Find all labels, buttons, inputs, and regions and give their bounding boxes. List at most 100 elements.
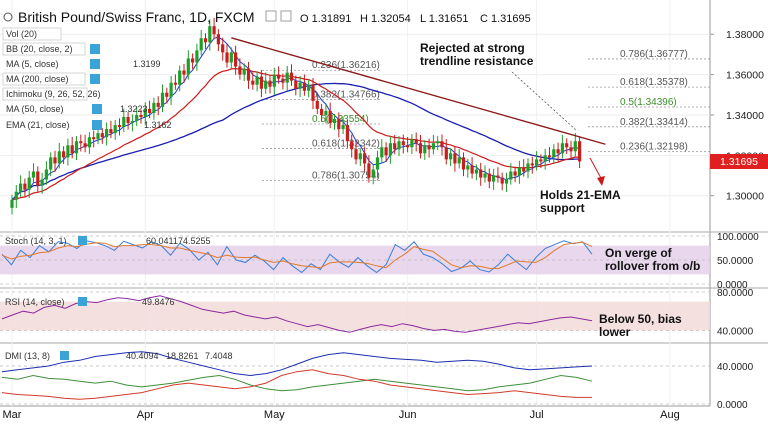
legend-visible-icon[interactable]: [92, 120, 102, 130]
price-tick-label: 1.36000: [726, 70, 764, 82]
candle-body: [375, 157, 380, 170]
candle-body: [238, 66, 242, 75]
collapse-icon[interactable]: [3, 12, 13, 22]
oscillator-lines: [1, 240, 593, 400]
annotation-rsi: Below 50, bias lower: [599, 312, 682, 339]
candle-body: [268, 80, 272, 87]
candle-body: [427, 145, 431, 150]
candle-body: [178, 70, 182, 85]
annotation-line: Holds 21-EMA: [540, 188, 621, 202]
candle-body: [40, 179, 44, 186]
candle-body: [457, 157, 461, 164]
candle-body: [212, 26, 216, 35]
candle-body: [109, 129, 113, 134]
candles: [10, 17, 582, 215]
hide-icon[interactable]: [280, 10, 292, 22]
candle-body: [479, 169, 483, 178]
legend-ema21-label: EMA (21, close): [6, 120, 70, 130]
candle-body: [36, 171, 40, 186]
down-arrow-icon: [589, 157, 603, 181]
stoch-title: Stoch (14, 3, 1): [5, 236, 67, 246]
candle-body: [74, 141, 79, 154]
annotation-line: trendline resistance: [420, 54, 534, 68]
candle-body: [203, 38, 208, 43]
legend-ma200[interactable]: MA (200, close): [2, 72, 100, 86]
candle-body: [251, 80, 255, 85]
candle-body: [31, 171, 36, 178]
oscillator-line-di: [1, 369, 592, 400]
time-tick-label: Apr: [137, 409, 154, 421]
candle-body: [255, 76, 259, 85]
legend-visible-icon[interactable]: [78, 236, 87, 245]
legend-visible-icon[interactable]: [78, 297, 87, 306]
candle-body: [500, 177, 504, 184]
candle-body: [569, 147, 573, 152]
candle-body: [135, 114, 139, 122]
fib-level-label: 0.382(1.34766): [312, 90, 380, 101]
dmi-adx-value: 40.4094: [126, 351, 159, 361]
legend-visible-icon[interactable]: [60, 351, 69, 360]
candle-body: [242, 68, 246, 75]
settings-icon[interactable]: [265, 10, 277, 22]
candle-body: [160, 92, 165, 107]
legend-visible-icon[interactable]: [90, 44, 100, 54]
annotation-ema: Holds 21-EMA support: [540, 157, 621, 215]
candle-body: [406, 145, 410, 148]
stoch-k-value: 60.0411: [146, 236, 178, 246]
oscillator-line-di: [1, 374, 593, 392]
candle-body: [311, 84, 315, 101]
legend-bb[interactable]: BB (20, close, 2): [2, 42, 100, 56]
candle-body: [332, 119, 337, 124]
candle-body: [277, 74, 281, 79]
legend-ichimoku[interactable]: Ichimoku (9, 26, 52, 26): [2, 87, 101, 101]
annotation-line: support: [540, 201, 585, 215]
candle-body: [298, 82, 302, 89]
legend-visible-icon[interactable]: [92, 104, 102, 114]
legend-visible-icon[interactable]: [90, 74, 100, 84]
candle-body: [578, 141, 582, 162]
legend-ma200-label: MA (200, close): [6, 74, 69, 84]
fib-level-label: 0.618(1.35378): [620, 77, 688, 88]
candle-body: [307, 84, 311, 91]
legend-ema21[interactable]: EMA (21, close) 1.3162: [6, 120, 172, 130]
legend-visible-icon[interactable]: [90, 59, 100, 69]
oscillator-tick-label: 40.0000: [717, 362, 754, 373]
candle-body: [535, 159, 539, 166]
legend-ma50[interactable]: MA (50, close) 1.3223: [6, 104, 148, 114]
legend-ma5[interactable]: MA (5, close) 1.3199: [6, 59, 161, 69]
stoch-legend: Stoch (14, 3, 1) 60.0411 74.5255: [5, 236, 211, 246]
legend-vol[interactable]: Vol (20): [2, 27, 62, 41]
candle-body: [289, 72, 294, 81]
candle-body: [14, 191, 18, 200]
candle-body: [449, 153, 453, 160]
candle-body: [23, 183, 27, 190]
candle-body: [70, 145, 74, 154]
candle-body: [139, 114, 143, 117]
candle-body: [337, 119, 341, 130]
candle-body: [388, 143, 392, 156]
annotation-line: lower: [599, 325, 631, 339]
fib-level-label: 0.236(1.36216): [312, 60, 380, 71]
candle-body: [522, 167, 526, 172]
candle-body: [573, 141, 577, 152]
resistance-trendline: [231, 37, 606, 145]
annotation-line: Rejected at strong: [420, 41, 525, 55]
candle-body: [208, 26, 212, 43]
chart-header: British Pound/Swiss Franc, 1D, FXCM O 1.…: [3, 9, 531, 25]
candle-body: [363, 153, 367, 164]
candle-body: [27, 177, 31, 190]
time-tick-label: Aug: [660, 409, 680, 421]
candle-body: [87, 137, 91, 148]
candle-body: [384, 147, 388, 156]
candle-body: [470, 165, 474, 174]
candle-body: [547, 155, 552, 158]
candle-body: [195, 50, 199, 63]
annotation-stoch: On verge of rollover from o/b: [605, 246, 700, 273]
candle-body: [461, 157, 466, 170]
candle-body: [62, 151, 66, 158]
candle-body: [182, 70, 186, 75]
candle-body: [397, 141, 401, 150]
legend-vol-label: Vol (20): [6, 29, 37, 39]
ohlc-low: L 1.31651: [420, 13, 469, 25]
candle-body: [92, 137, 96, 140]
